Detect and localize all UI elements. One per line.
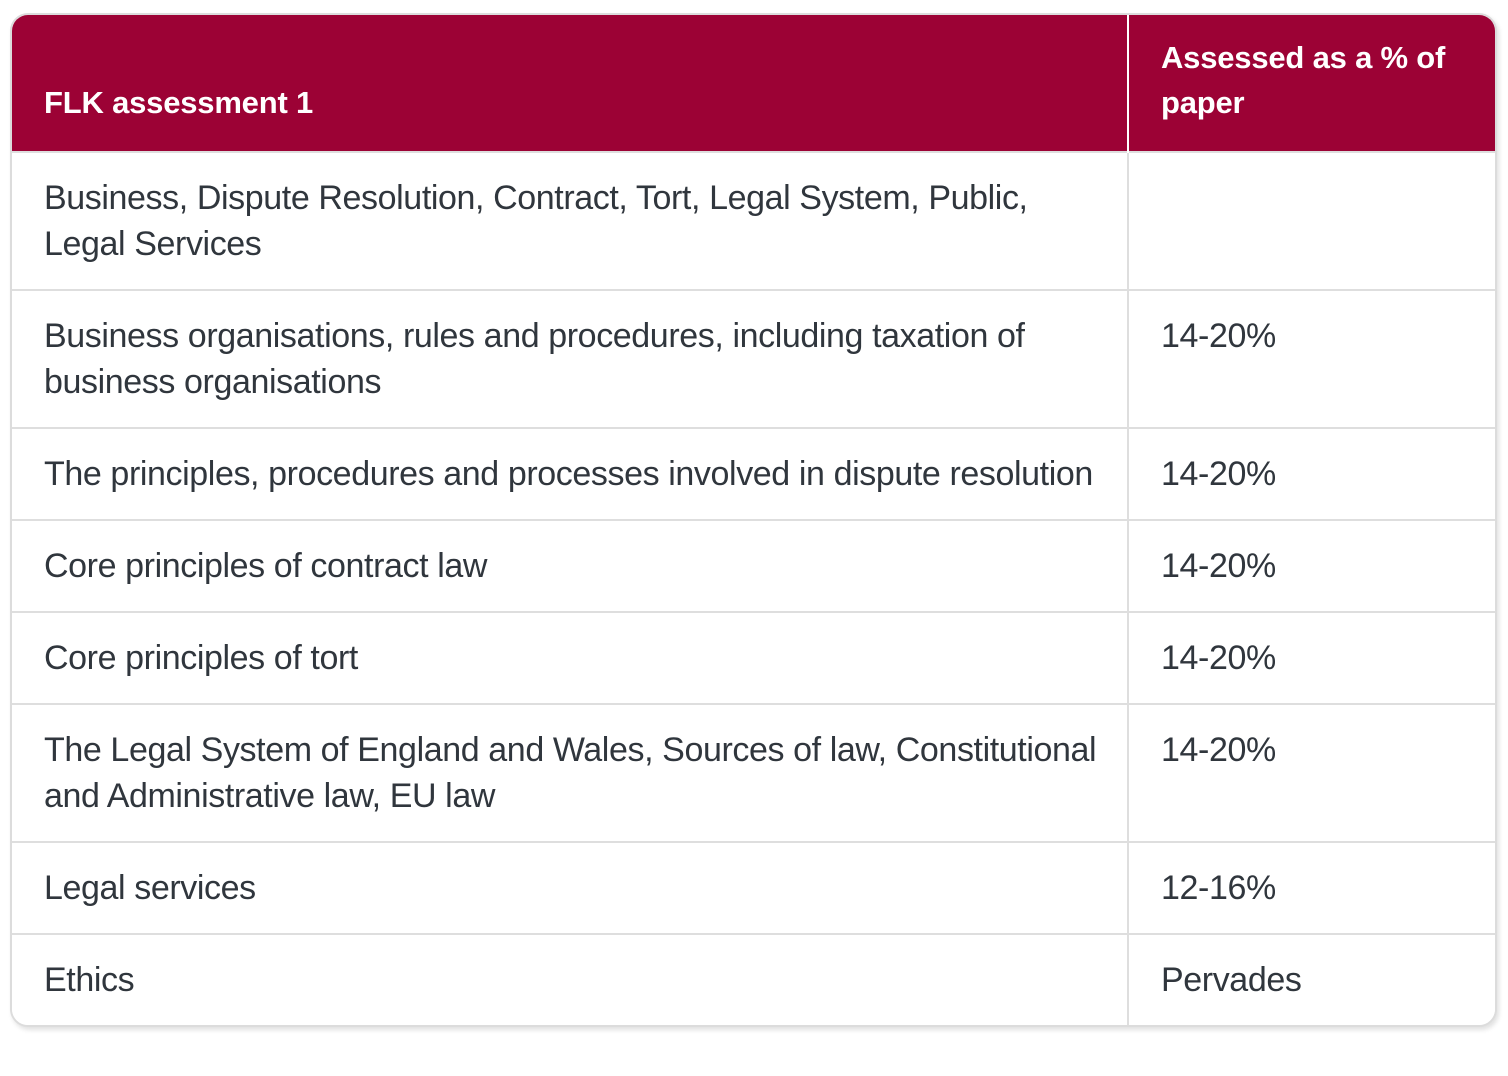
value-cell: 14-20%: [1127, 703, 1495, 842]
topic-cell: Business organisations, rules and proced…: [12, 289, 1128, 428]
value-cell: [1127, 151, 1495, 290]
table-row: Core principles of tort 14-20%: [12, 611, 1495, 704]
table-row: Business organisations, rules and proced…: [12, 289, 1495, 428]
flk-assessment-table: FLK assessment 1 Assessed as a % of pape…: [12, 15, 1495, 1025]
header-row: FLK assessment 1 Assessed as a % of pape…: [12, 15, 1495, 152]
header-assessed-percent: Assessed as a % of paper: [1127, 15, 1495, 152]
header-flk-assessment-1: FLK assessment 1: [12, 15, 1128, 152]
assessment-table-card: FLK assessment 1 Assessed as a % of pape…: [10, 13, 1497, 1027]
table-row: Business, Dispute Resolution, Contract, …: [12, 151, 1495, 290]
table-row: The principles, procedures and processes…: [12, 427, 1495, 520]
value-cell: 14-20%: [1127, 289, 1495, 428]
topic-cell: The Legal System of England and Wales, S…: [12, 703, 1128, 842]
table-row: Legal services 12-16%: [12, 841, 1495, 934]
topic-cell: Ethics: [12, 933, 1128, 1025]
topic-cell: Business, Dispute Resolution, Contract, …: [12, 151, 1128, 290]
value-cell: 14-20%: [1127, 427, 1495, 520]
table-row: Ethics Pervades: [12, 933, 1495, 1025]
table-row: The Legal System of England and Wales, S…: [12, 703, 1495, 842]
topic-cell: Core principles of contract law: [12, 519, 1128, 612]
topic-cell: Core principles of tort: [12, 611, 1128, 704]
topic-cell: The principles, procedures and processes…: [12, 427, 1128, 520]
topic-cell: Legal services: [12, 841, 1128, 934]
value-cell: 14-20%: [1127, 611, 1495, 704]
table-row: Core principles of contract law 14-20%: [12, 519, 1495, 612]
value-cell: Pervades: [1127, 933, 1495, 1025]
value-cell: 12-16%: [1127, 841, 1495, 934]
value-cell: 14-20%: [1127, 519, 1495, 612]
